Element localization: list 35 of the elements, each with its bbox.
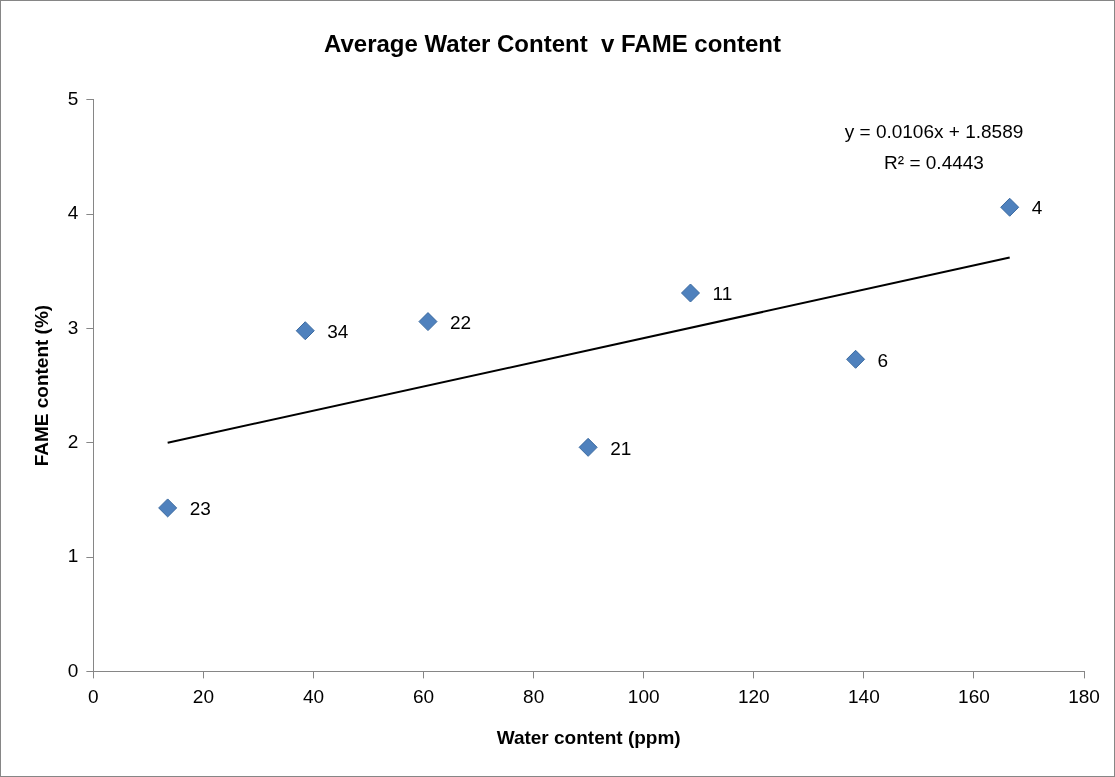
x-tick-label: 40 (302, 686, 325, 708)
chart-title: Average Water Content v FAME content (324, 30, 781, 58)
y-tick-label: 1 (67, 545, 79, 567)
x-tick-label: 60 (413, 686, 435, 708)
y-tick-label: 5 (67, 88, 79, 110)
y-axis-title: FAME content (%) (30, 304, 52, 467)
annotation: 34 (327, 320, 349, 342)
annotation: 23 (189, 498, 211, 520)
x-axis-title: Water content (ppm) (496, 726, 681, 748)
annotation: 11 (712, 283, 733, 305)
x-tick-label: 80 (523, 686, 545, 708)
point (578, 437, 598, 457)
point (681, 283, 700, 303)
y-tick-label: 2 (67, 430, 79, 452)
x-tick-label: 20 (192, 686, 215, 708)
annotation: 4 (1031, 197, 1043, 219)
y-tick-label: 0 (67, 659, 79, 681)
y-tick-label: 3 (67, 316, 79, 338)
point (418, 312, 438, 332)
x-tick-label: 180 (1068, 686, 1100, 708)
annotation: 22 (449, 311, 472, 333)
x-tick-label: 0 (88, 686, 99, 708)
x-tick-label: 100 (627, 686, 660, 708)
y-tick-label: 4 (67, 202, 79, 224)
annotation: 6 (877, 349, 889, 371)
point (1000, 197, 1020, 217)
x-tick-label: 140 (848, 686, 880, 708)
point (295, 321, 315, 341)
point (846, 349, 866, 369)
annotation: R² = 0.4443 (884, 152, 984, 174)
x-tick-label: 160 (958, 686, 990, 708)
x-tick-label: 120 (737, 686, 770, 708)
annotation: y = 0.0106x + 1.8589 (844, 121, 1024, 143)
annotation: 21 (610, 437, 632, 459)
point (158, 498, 178, 518)
